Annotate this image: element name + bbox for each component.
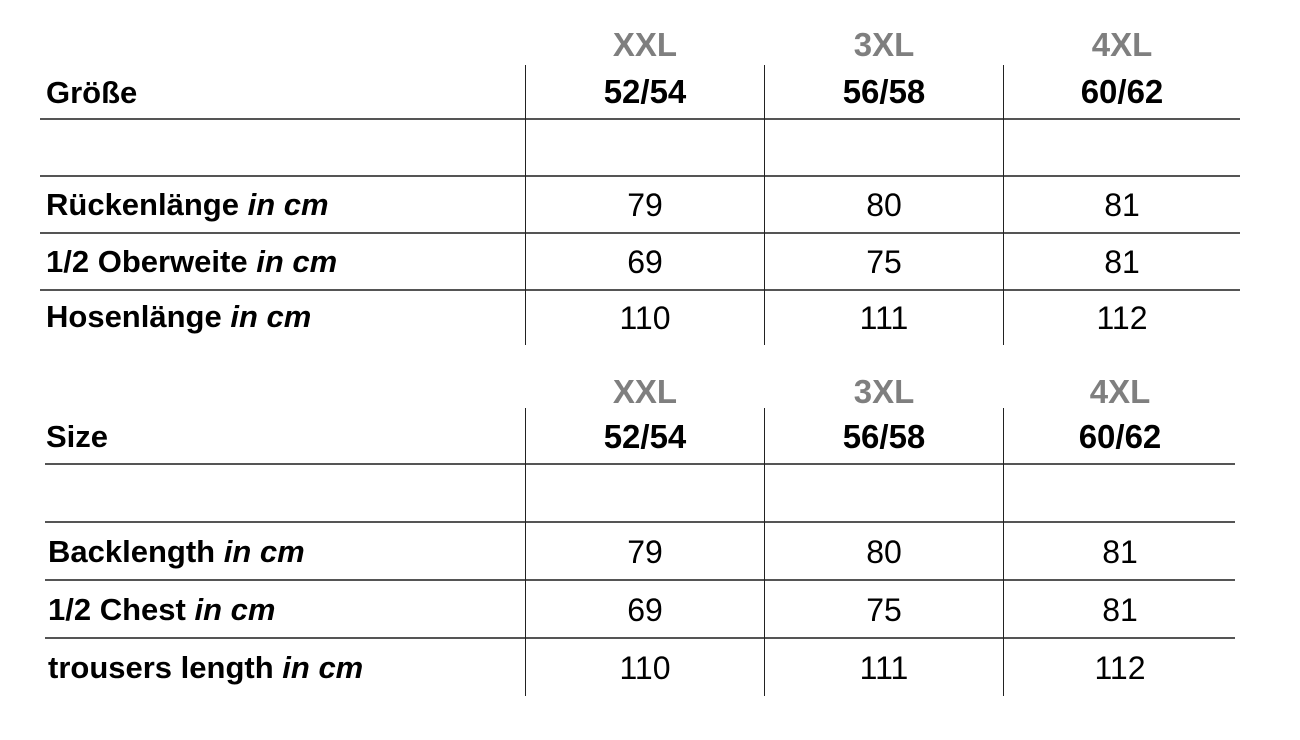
row-label: 1/2 Oberweite in cm — [46, 244, 337, 280]
unit-label: in cm — [223, 534, 305, 569]
cell-value: 81 — [1102, 534, 1138, 570]
row-label: Backlength in cm — [48, 534, 305, 570]
row-divider — [45, 579, 1235, 581]
row-label: Rückenlänge in cm — [46, 187, 329, 223]
cell-value: 112 — [1096, 300, 1148, 336]
cell-value: 81 — [1104, 187, 1140, 223]
size-range: 60/62 — [1078, 418, 1162, 455]
column-divider — [1003, 408, 1004, 696]
size-label: 4XL — [1089, 373, 1151, 410]
unit-label: in cm — [256, 244, 338, 279]
size-range: 60/62 — [1080, 73, 1164, 110]
size-range: 56/58 — [842, 73, 926, 110]
cell-value: 111 — [859, 300, 909, 336]
row-divider — [40, 232, 1240, 234]
cell-value: 112 — [1094, 650, 1146, 686]
row-divider — [45, 521, 1235, 523]
cell-value: 111 — [859, 650, 909, 686]
column-divider — [764, 65, 765, 345]
header-label: Size — [46, 419, 109, 454]
row-divider — [45, 637, 1235, 639]
row-label-text: 1/2 Chest — [48, 592, 186, 627]
size-table-german: Größe XXL 3XL 4XL 52/54 56/58 60/62 Rück… — [0, 0, 1300, 350]
cell-value: 79 — [627, 534, 663, 570]
unit-label: in cm — [282, 650, 364, 685]
row-label-text: Hosenlänge — [46, 299, 222, 334]
size-range: 52/54 — [603, 73, 687, 110]
unit-label: in cm — [194, 592, 276, 627]
cell-value: 75 — [866, 592, 902, 628]
row-label: Hosenlänge in cm — [46, 299, 311, 335]
row-label-text: 1/2 Oberweite — [46, 244, 248, 279]
size-label: XXL — [612, 26, 678, 63]
cell-value: 80 — [866, 187, 902, 223]
row-label: trousers length in cm — [48, 650, 363, 686]
size-label: 3XL — [853, 26, 915, 63]
row-divider — [40, 175, 1240, 177]
row-divider — [40, 289, 1240, 291]
size-label: XXL — [612, 373, 678, 410]
row-label: 1/2 Chest in cm — [48, 592, 275, 628]
row-divider — [45, 463, 1235, 465]
size-label: 4XL — [1091, 26, 1153, 63]
cell-value: 75 — [866, 244, 902, 280]
row-label-text: Backlength — [48, 534, 216, 569]
column-divider — [525, 65, 526, 345]
column-divider — [764, 408, 765, 696]
unit-label: in cm — [247, 187, 329, 222]
cell-value: 69 — [627, 592, 663, 628]
cell-value: 80 — [866, 534, 902, 570]
cell-value: 79 — [627, 187, 663, 223]
unit-label: in cm — [230, 299, 312, 334]
size-range: 56/58 — [842, 418, 926, 455]
size-label: 3XL — [853, 373, 915, 410]
cell-value: 110 — [619, 650, 671, 686]
row-label-text: trousers length — [48, 650, 274, 685]
column-divider — [525, 408, 526, 696]
size-range: 52/54 — [603, 418, 687, 455]
row-label-text: Rückenlänge — [46, 187, 239, 222]
cell-value: 69 — [627, 244, 663, 280]
header-label: Größe — [46, 75, 138, 110]
column-divider — [1003, 65, 1004, 345]
cell-value: 110 — [619, 300, 671, 336]
cell-value: 81 — [1104, 244, 1140, 280]
row-divider — [40, 118, 1240, 120]
cell-value: 81 — [1102, 592, 1138, 628]
